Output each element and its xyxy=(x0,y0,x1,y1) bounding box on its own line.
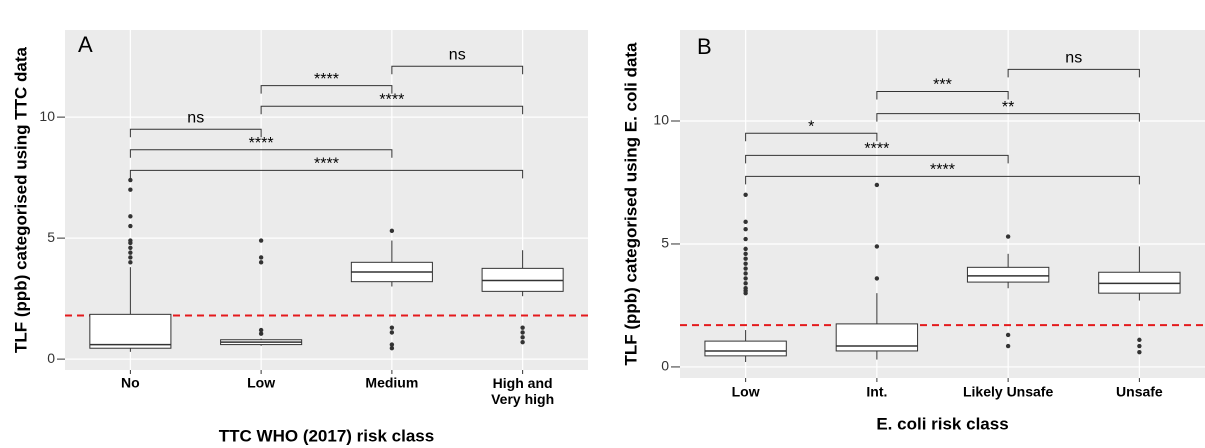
x-axis-title: E. coli risk class xyxy=(876,414,1008,433)
bracket xyxy=(260,105,524,115)
label-line: High and xyxy=(493,375,553,391)
significance-label: **** xyxy=(314,71,339,88)
panel-label: A xyxy=(78,32,93,57)
outlier xyxy=(743,276,748,281)
y-tick-label: 0 xyxy=(47,350,55,366)
x-tick-label: Medium xyxy=(365,375,418,391)
plot-background xyxy=(65,30,588,370)
outlier xyxy=(128,187,133,192)
significance-label: ns xyxy=(187,109,204,126)
outlier xyxy=(743,219,748,225)
bracket xyxy=(129,128,262,138)
outlier xyxy=(128,223,133,229)
outlier xyxy=(1137,349,1142,355)
outlier xyxy=(389,325,395,330)
outlier xyxy=(520,330,525,335)
bracket xyxy=(1007,68,1140,78)
panel-label: B xyxy=(697,34,712,59)
outlier xyxy=(874,276,880,281)
y-tick-label: 10 xyxy=(653,112,669,128)
outlier xyxy=(874,244,880,249)
bracket xyxy=(745,132,878,142)
outlier xyxy=(520,325,525,330)
significance-label: *** xyxy=(933,77,952,94)
outlier xyxy=(128,245,133,250)
outlier xyxy=(520,339,525,345)
outlier xyxy=(743,236,748,242)
outlier xyxy=(128,238,133,243)
outlier xyxy=(128,260,133,265)
y-tick-label: 5 xyxy=(47,229,55,245)
outlier xyxy=(258,238,264,243)
bracket xyxy=(391,65,524,75)
outlier xyxy=(520,335,525,340)
significance-label: ** xyxy=(1002,99,1014,116)
plot-background xyxy=(680,30,1205,378)
outlier xyxy=(258,260,264,265)
outlier xyxy=(1005,332,1011,338)
bracket xyxy=(745,154,1009,164)
outlier xyxy=(1005,234,1011,239)
significance-label: ns xyxy=(1065,50,1082,67)
outlier xyxy=(258,327,264,333)
outlier xyxy=(389,346,395,351)
bracket xyxy=(129,169,524,179)
y-tick-label: 5 xyxy=(661,235,669,251)
outlier xyxy=(128,255,133,260)
box xyxy=(966,266,1050,283)
x-axis-title: TTC WHO (2017) risk class xyxy=(219,426,434,445)
box xyxy=(89,313,172,349)
significance-label: **** xyxy=(314,156,339,173)
outlier xyxy=(743,246,748,252)
x-tick-label: Likely Unsafe xyxy=(963,384,1053,400)
outlier xyxy=(258,331,264,336)
bracket xyxy=(745,175,1140,185)
significance-label: * xyxy=(808,119,814,136)
x-tick-label: Low xyxy=(732,384,760,400)
outlier xyxy=(743,261,748,266)
x-tick-label: No xyxy=(121,375,140,391)
outlier xyxy=(743,192,748,197)
outlier xyxy=(1137,337,1142,343)
box xyxy=(704,340,787,357)
significance-label: **** xyxy=(379,91,404,108)
significance-label: **** xyxy=(864,141,889,158)
x-tick-label: High and Very high xyxy=(491,375,554,407)
y-tick-label: 0 xyxy=(661,358,669,374)
outlier xyxy=(258,255,264,260)
outlier xyxy=(743,271,748,276)
x-tick-label: Int. xyxy=(866,384,887,400)
outlier xyxy=(389,342,395,347)
bracket xyxy=(260,85,393,94)
outlier xyxy=(743,251,748,257)
x-tick-label: Low xyxy=(247,375,275,391)
outlier xyxy=(1137,343,1142,349)
outlier xyxy=(874,182,880,188)
outlier xyxy=(743,266,748,271)
outlier xyxy=(128,177,133,183)
label-line: Very high xyxy=(491,391,554,407)
y-tick-label: 10 xyxy=(39,108,55,124)
y-axis-title: TLF (ppb) categorised using TTC data xyxy=(11,46,30,353)
bracket xyxy=(876,90,1009,100)
outlier xyxy=(743,286,748,291)
outlier xyxy=(743,256,748,261)
outlier xyxy=(128,250,133,255)
outlier xyxy=(389,228,395,234)
outlier xyxy=(743,227,748,232)
bracket xyxy=(876,113,1140,122)
outlier xyxy=(389,330,395,335)
significance-label: **** xyxy=(249,135,274,152)
y-axis-title: TLF (ppb) categorised using E. coli data xyxy=(621,42,640,366)
outlier xyxy=(743,281,748,286)
bracket xyxy=(129,149,393,158)
box xyxy=(835,323,919,352)
outlier xyxy=(1005,343,1011,349)
x-tick-label: Unsafe xyxy=(1116,384,1163,400)
outlier xyxy=(128,214,133,219)
significance-label: **** xyxy=(930,162,955,179)
significance-label: ns xyxy=(449,47,466,64)
